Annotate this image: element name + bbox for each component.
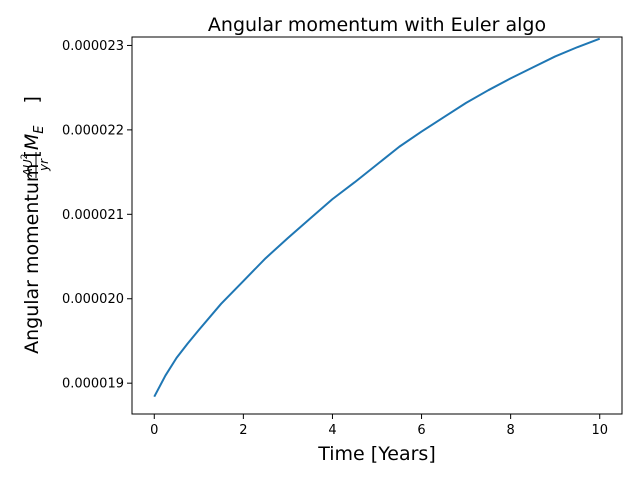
y-axis-label-num-base: AU bbox=[21, 159, 35, 177]
axes-frame bbox=[131, 36, 623, 415]
y-tick-label: 0.000020 bbox=[62, 292, 124, 307]
y-axis-label-main: Angular momentum [ bbox=[21, 150, 43, 354]
x-tick-label: 0 bbox=[150, 423, 158, 438]
x-tick-label: 8 bbox=[506, 423, 514, 438]
plot-background bbox=[132, 37, 622, 414]
y-tick-label: 0.000019 bbox=[62, 377, 124, 392]
series-line-0 bbox=[153, 37, 601, 398]
y-tick-label: 0.000022 bbox=[62, 123, 124, 138]
y-axis-label-mass: M bbox=[21, 134, 43, 150]
y-axis-ticks: 0.000019 0.000020 0.000021 0.000022 0.000023 bbox=[62, 39, 132, 392]
y-axis-label: Angular momentum [ME] AU2 yr bbox=[20, 96, 51, 354]
x-tick-label: 2 bbox=[239, 423, 247, 438]
y-axis-label-exponent: 2 bbox=[20, 154, 30, 160]
x-tick-label: 4 bbox=[328, 423, 336, 438]
y-axis-label-subscript: E bbox=[32, 125, 47, 134]
x-tick-label: 10 bbox=[591, 423, 608, 438]
y-tick-label: 0.000021 bbox=[62, 208, 124, 223]
x-axis-ticks: 0 2 4 6 8 10 bbox=[150, 414, 608, 438]
y-axis-label-denominator: yr bbox=[37, 158, 51, 172]
y-axis-label-fraction: AU2 yr bbox=[20, 152, 51, 178]
y-axis-label-numerator: AU2 bbox=[20, 154, 35, 178]
x-tick-label: 6 bbox=[417, 423, 425, 438]
x-axis-label: Time [Years] bbox=[317, 443, 436, 465]
chart-title: Angular momentum with Euler algo bbox=[208, 14, 546, 36]
y-axis-label-close: ] bbox=[21, 96, 43, 103]
y-tick-label: 0.000023 bbox=[62, 39, 124, 54]
y-axis-label-text: Angular momentum [ME] bbox=[21, 96, 47, 354]
plot-area bbox=[131, 36, 623, 415]
